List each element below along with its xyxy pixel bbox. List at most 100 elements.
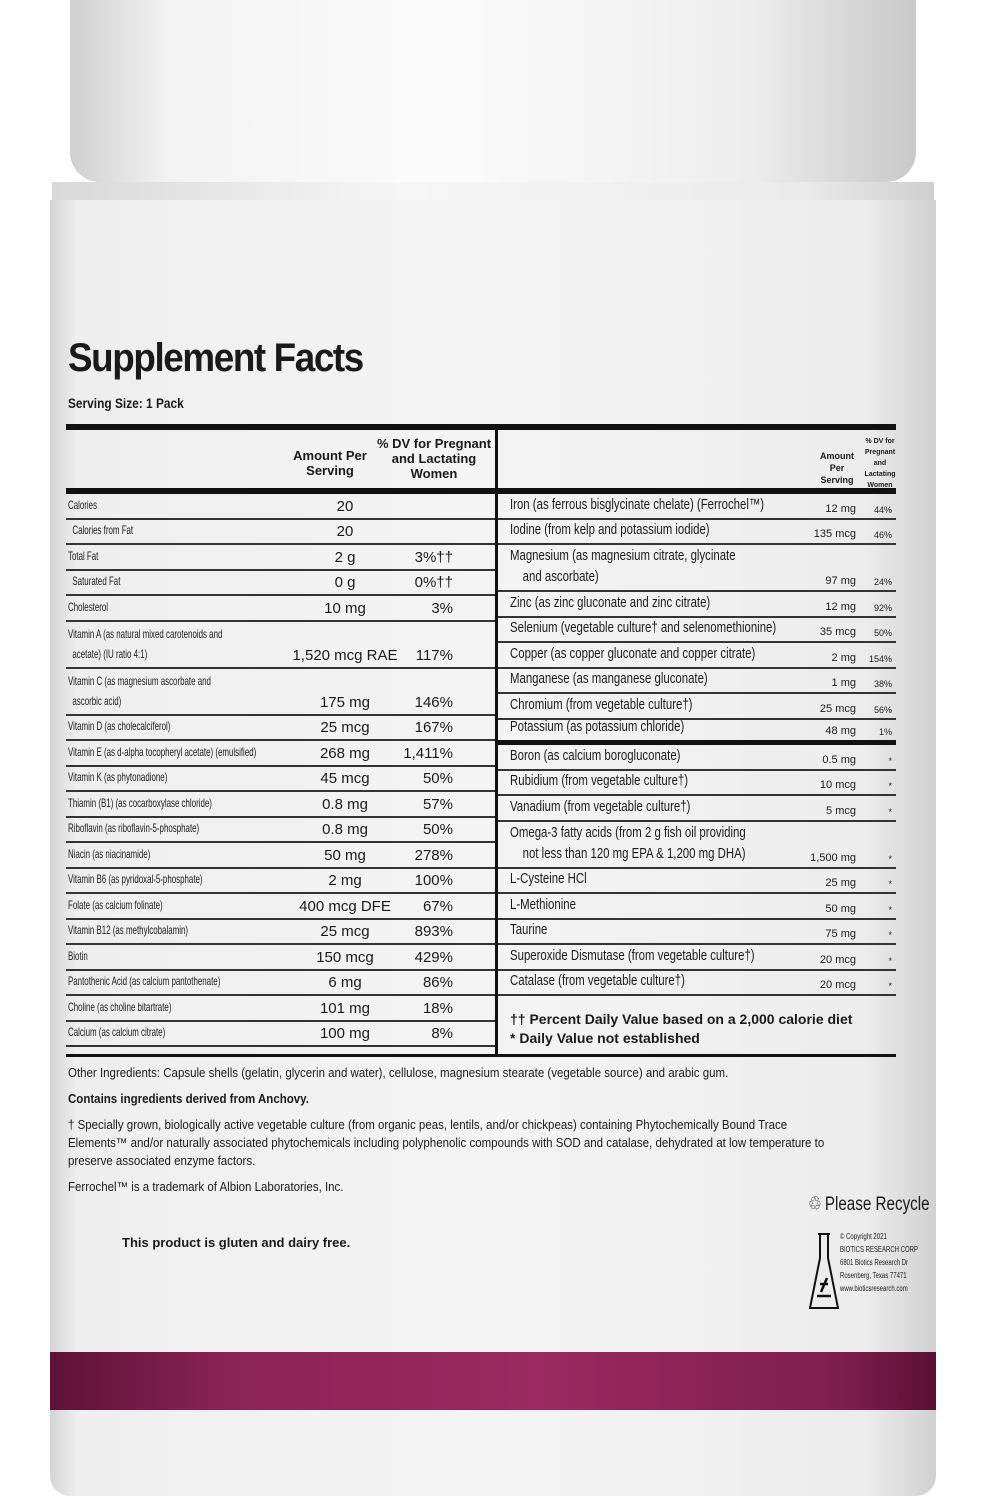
nutrient-name: Superoxide Dismutase (from vegetable cul… xyxy=(510,946,755,964)
company-website: www.bioticsresearch.com xyxy=(840,1284,908,1293)
amount-per-serving: 12 mg xyxy=(825,600,856,613)
daily-value: 167% xyxy=(414,719,453,736)
table-row: Vitamin B6 (as pyridoxal-5-phosphate) 2 m… xyxy=(66,869,495,894)
table-row: Calories 20 xyxy=(66,494,495,520)
nutrient-name: Vanadium (from vegetable culture†) xyxy=(510,797,691,815)
table-row: Chromium (from vegetable culture†) 25 mcg… xyxy=(498,694,896,720)
daily-value: 1% xyxy=(878,727,892,737)
table-row: Saturated Fat 0 g 0%†† xyxy=(66,571,495,596)
table-row: Vitamin C (as magnesium ascorbate and as… xyxy=(66,669,495,716)
nutrient-name: L-Methionine xyxy=(510,895,576,913)
table-row: Total Fat 2 g 3%†† xyxy=(66,545,495,571)
table-footnotes: †† Percent Daily Value based on a 2,000 … xyxy=(510,1010,852,1048)
flask-microscope-icon xyxy=(808,1233,840,1309)
allergen-note: Contains ingredients derived from Anchov… xyxy=(68,1092,309,1106)
daily-value: 57% xyxy=(422,795,453,813)
table-row: Zinc (as zinc gluconate and zinc citrate… xyxy=(498,592,896,618)
daily-value: 50% xyxy=(422,821,453,838)
recycle-notice: ♲ Please Recycle xyxy=(808,1193,930,1216)
table-row: Vitamin B12 (as methylcobalamin) 25 mcg 89… xyxy=(66,920,495,945)
daily-value: 92% xyxy=(873,602,892,613)
bottle-body xyxy=(50,200,936,1496)
amount-per-serving: 0.8 mg xyxy=(322,821,368,838)
nutrient-name: Vitamin A (as natural mixed carotenoids … xyxy=(68,626,223,661)
table-row: Rubidium (from vegetable culture†) 10 mcg… xyxy=(498,771,896,796)
recycle-text: Please Recycle xyxy=(824,1193,930,1215)
amount-per-serving: 75 mg xyxy=(825,928,856,940)
daily-value: * xyxy=(888,781,892,791)
nutrient-name: Vitamin B6 (as pyridoxal-5-phosphate) xyxy=(68,872,203,886)
nutrient-name: Magnesium (as magnesium citrate, glycina… xyxy=(510,547,736,585)
amount-per-serving: 25 mcg xyxy=(320,719,370,736)
amount-per-serving: 25 mcg xyxy=(819,702,856,715)
table-row: Biotin 150 mcg 429% xyxy=(66,945,495,971)
daily-value: 38% xyxy=(873,679,892,689)
amount-per-serving: 400 mcg DFE xyxy=(299,897,391,915)
nutrient-name: Vitamin B12 (as methylcobalamin) xyxy=(68,923,189,937)
amount-per-serving: 20 xyxy=(336,497,354,515)
nutrient-name: L-Cysteine HCl xyxy=(510,870,587,887)
table-row: Iron (as ferrous bisglycinate chelate) (… xyxy=(498,494,896,520)
table-row: Manganese (as manganese gluconate) 1 mg 38… xyxy=(498,669,896,694)
daily-value: 18% xyxy=(422,999,453,1017)
nutrient-name: Potassium (as potassium chloride) xyxy=(510,718,685,735)
label-notes: Other Ingredients: Capsule shells (gelat… xyxy=(68,1064,832,1204)
table-row: Catalase (from vegetable culture†) 20 mcg… xyxy=(498,971,896,996)
daily-value: 278% xyxy=(414,846,453,864)
amount-per-serving: 2 g xyxy=(334,548,356,566)
amount-per-serving: 268 mg xyxy=(319,744,371,762)
nutrient-name: Rubidium (from vegetable culture†) xyxy=(510,772,689,789)
table-row: Magnesium (as magnesium citrate, glycina… xyxy=(498,545,896,592)
nutrient-name: Calcium (as calcium citrate) xyxy=(68,1025,166,1039)
daily-value: * xyxy=(888,806,892,817)
amount-per-serving: 20 mcg xyxy=(819,979,856,991)
daily-value: 24% xyxy=(873,577,892,587)
amount-per-serving: 1 mg xyxy=(831,677,856,689)
table-row: L-Methionine 50 mg * xyxy=(498,894,896,920)
nutrient-name: Vitamin D (as cholecalciferol) xyxy=(68,719,171,733)
gluten-free-note: This product is gluten and dairy free. xyxy=(122,1235,351,1250)
amount-per-serving: 100 mg xyxy=(319,1025,371,1042)
nutrient-name: Riboflavin (as riboflavin-5-phosphate) xyxy=(68,821,200,835)
daily-value: * xyxy=(888,930,892,940)
daily-value: 154% xyxy=(868,653,892,664)
daily-value: 46% xyxy=(873,530,892,540)
company-city: Rosenberg, Texas 77471 xyxy=(840,1271,907,1280)
other-ingredients: Other Ingredients: Capsule shells (gelat… xyxy=(68,1066,729,1080)
nutrient-name: Catalase (from vegetable culture†) xyxy=(510,972,685,989)
recycle-icon: ♲ xyxy=(808,1194,822,1215)
amount-per-serving: 50 mg xyxy=(825,902,856,915)
amount-per-serving: 35 mcg xyxy=(819,626,856,638)
amount-per-serving: 48 mg xyxy=(825,725,856,737)
table-row: Copper (as copper gluconate and copper c… xyxy=(498,643,896,669)
amount-per-serving: 50 mg xyxy=(324,846,366,864)
table-row: Calories from Fat 20 xyxy=(66,520,495,545)
daily-value: 50% xyxy=(422,770,453,787)
table-row: Pantothenic Acid (as calcium pantothenat… xyxy=(66,971,495,996)
left-facts-table: Amount Per Serving % DV for Pregnant and… xyxy=(66,424,498,1057)
table-row: Superoxide Dismutase (from vegetable cul… xyxy=(498,945,896,971)
footnote-not-established: * Daily Value not established xyxy=(510,1030,700,1046)
table-row: Boron (as calcium borogluconate) 0.5 mg * xyxy=(498,745,896,771)
amount-per-serving: 25 mg xyxy=(825,877,856,889)
amount-per-serving: 25 mcg xyxy=(320,923,370,940)
daily-value: 893% xyxy=(414,923,453,940)
table-row: Riboflavin (as riboflavin-5-phosphate) 0.… xyxy=(66,818,495,843)
dv-header: % DV for Pregnant and Lactating Women xyxy=(864,438,896,489)
footnote-dv: †† Percent Daily Value based on a 2,000 … xyxy=(510,1011,853,1027)
amount-per-serving: 2 mg xyxy=(831,651,856,664)
nutrient-name: Vitamin K (as phytonadione) xyxy=(68,770,168,784)
nutrient-name: Vitamin C (as magnesium ascorbate and as… xyxy=(68,673,211,708)
company-address: 6801 Biotics Research Dr xyxy=(840,1258,909,1267)
culture-note: † Specially grown, biologically active v… xyxy=(68,1118,825,1168)
amount-per-serving: 0.5 mg xyxy=(822,753,856,766)
daily-value: * xyxy=(888,879,892,889)
nutrient-name: Vitamin E (as d-alpha tocopheryl acetate… xyxy=(68,744,257,759)
table-row: Vitamin A (as natural mixed carotenoids … xyxy=(66,622,495,669)
daily-value: * xyxy=(888,904,892,915)
serving-size: Serving Size: 1 Pack xyxy=(68,395,184,411)
amount-header: Amount Per Serving xyxy=(820,451,854,485)
daily-value: 146% xyxy=(414,693,453,711)
nutrient-name: Saturated Fat xyxy=(68,574,121,588)
nutrient-name: Choline (as choline bitartrate) xyxy=(68,999,172,1014)
